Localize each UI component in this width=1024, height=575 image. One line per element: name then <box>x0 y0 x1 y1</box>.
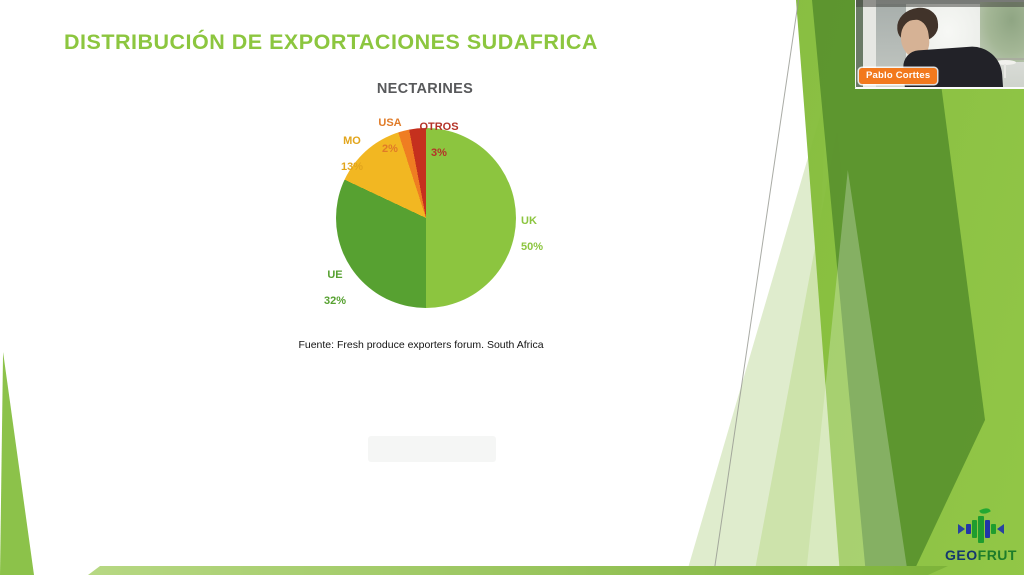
webcam-top-band <box>856 0 1024 7</box>
pie-chart <box>336 128 516 308</box>
geofrut-logo-mark <box>958 505 1004 546</box>
decor-light-cross-wedge <box>806 170 908 575</box>
source-note: Fuente: Fresh produce exporters forum. S… <box>298 339 544 351</box>
logo-text-frut: FRUT <box>977 547 1017 563</box>
decor-pale-wedge-outer <box>686 96 826 575</box>
pie-label-ue-name: UE <box>327 269 343 281</box>
logo-bar-2 <box>972 520 977 538</box>
geofrut-logo: GEOFRUT <box>938 498 1024 562</box>
decor-bottom-strip <box>88 566 948 575</box>
decor-diagonal-line-1 <box>713 0 799 575</box>
logo-bar-4 <box>991 524 996 534</box>
decor-pale-wedge-inner <box>754 128 884 575</box>
logo-bar-center <box>978 505 991 543</box>
presenter-name-tag: Pablo Corttes <box>859 68 938 84</box>
pie-label-ue: UE 32% <box>312 256 358 308</box>
pie-label-mo-pct: 13% <box>340 161 364 173</box>
pie-label-uk: UK 50% <box>521 202 575 254</box>
pie-label-otros-pct: 3% <box>431 147 447 159</box>
pie-label-otros-name: OTROS <box>419 121 459 133</box>
pie-label-uk-pct: 50% <box>521 241 544 253</box>
pie-label-ue-pct: 32% <box>323 295 347 307</box>
logo-triangle-left <box>958 524 965 534</box>
logo-leaf-icon <box>979 505 991 516</box>
pie-label-uk-name: UK <box>521 215 537 227</box>
webcam-table-leg <box>1004 64 1006 78</box>
logo-bar-1 <box>966 524 971 534</box>
logo-bar-3 <box>985 520 990 538</box>
chart-title: NECTARINES <box>376 81 474 97</box>
artifact-faint-box <box>368 436 496 462</box>
logo-text-geo: GEO <box>945 547 978 563</box>
pie-label-otros: OTROS 3% <box>409 108 469 160</box>
pie-label-usa-name: USA <box>378 117 402 129</box>
pie-label-mo-name: MO <box>343 135 361 147</box>
webcam-video: Pablo Corttes <box>855 0 1024 89</box>
pie-label-usa: USA 2% <box>368 104 412 156</box>
slide-title: DISTRIBUCIÓN DE EXPORTACIONES SUDAFRICA <box>64 30 598 54</box>
decor-bottom-left-wedge <box>0 352 34 575</box>
geofrut-logo-text: GEOFRUT <box>945 548 1017 562</box>
pie-label-usa-pct: 2% <box>382 143 398 155</box>
logo-triangle-right <box>997 524 1004 534</box>
pie-label-mo: MO 13% <box>330 122 374 174</box>
